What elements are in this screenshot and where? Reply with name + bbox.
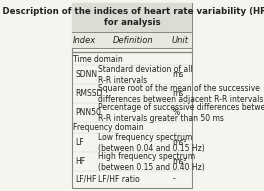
Text: Unit: Unit [172,36,189,45]
Text: Standard deviation of all
R-R intervals: Standard deviation of all R-R intervals [98,65,193,85]
Text: Low frequency spectrum
(between 0.04 and 0.15 Hz): Low frequency spectrum (between 0.04 and… [98,133,205,153]
Text: ms: ms [172,70,184,79]
Text: %: % [172,108,180,117]
FancyBboxPatch shape [72,32,192,49]
Text: ms²: ms² [172,138,187,147]
Text: RMSSD: RMSSD [75,89,102,98]
Text: Chart I - Description of the indices of heart rate variability (HRV) used
for an: Chart I - Description of the indices of … [0,7,264,28]
Text: SDNN: SDNN [75,70,97,79]
Text: Percentage of successive differences between
R-R intervals greater than 50 ms: Percentage of successive differences bet… [98,103,264,123]
Text: Time domain: Time domain [73,55,122,64]
Text: HF: HF [75,157,85,166]
Text: ms: ms [172,89,184,98]
Text: PNN50: PNN50 [75,108,101,117]
FancyBboxPatch shape [72,3,192,188]
Text: LF: LF [75,138,84,147]
Text: Index: Index [73,36,97,45]
Text: ms²: ms² [172,157,187,166]
Text: -: - [172,174,175,183]
Text: Square root of the mean of the successive
differences between adjacent R-R inter: Square root of the mean of the successiv… [98,84,264,104]
Text: Definition: Definition [113,36,154,45]
FancyBboxPatch shape [72,3,192,32]
Text: LF/HF: LF/HF [75,174,97,183]
Text: High frequency spectrum
(between 0.15 and 0.40 Hz): High frequency spectrum (between 0.15 an… [98,152,205,172]
Text: Frequency domain: Frequency domain [73,123,143,132]
Text: LF/HF ratio: LF/HF ratio [98,174,140,183]
